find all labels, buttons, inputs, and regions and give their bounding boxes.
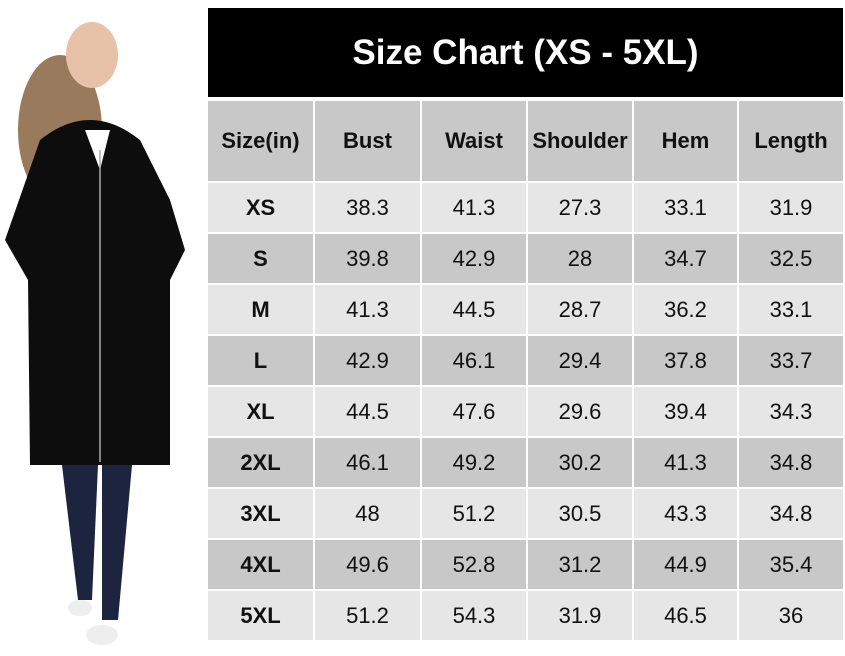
size-label: XL (208, 387, 313, 436)
table-cell: 33.7 (739, 336, 843, 385)
table-cell: 51.2 (315, 591, 420, 640)
table-cell: 44.9 (634, 540, 737, 589)
size-label: 4XL (208, 540, 313, 589)
size-label: XS (208, 183, 313, 232)
table-cell: 46.1 (315, 438, 420, 487)
table-cell: 34.8 (739, 489, 843, 538)
size-table: Size(in) Bust Waist Shoulder Hem Length XS 38.3… (208, 101, 843, 640)
table-cell: 35.4 (739, 540, 843, 589)
size-label: S (208, 234, 313, 283)
table-cell: 27.3 (528, 183, 632, 232)
table-cell: 36.2 (634, 285, 737, 334)
table-cell: 34.8 (739, 438, 843, 487)
table-cell: 47.6 (422, 387, 526, 436)
table-cell: 31.9 (739, 183, 843, 232)
size-chart-title: Size Chart (XS - 5XL) (208, 8, 843, 97)
table-cell: 41.3 (634, 438, 737, 487)
table-cell: 34.3 (739, 387, 843, 436)
table-cell: 30.5 (528, 489, 632, 538)
table-cell: 46.1 (422, 336, 526, 385)
table-cell: 43.3 (634, 489, 737, 538)
size-label: 5XL (208, 591, 313, 640)
column-header-length: Length (739, 101, 843, 181)
column-header-shoulder: Shoulder (528, 101, 632, 181)
table-cell: 49.6 (315, 540, 420, 589)
table-cell: 31.2 (528, 540, 632, 589)
model-hoodie (5, 120, 185, 465)
table-cell: 33.1 (739, 285, 843, 334)
table-cell: 41.3 (422, 183, 526, 232)
table-cell: 54.3 (422, 591, 526, 640)
column-header-hem: Hem (634, 101, 737, 181)
table-cell: 28 (528, 234, 632, 283)
column-header-size-in: Size(in) (208, 101, 313, 181)
table-cell: 38.3 (315, 183, 420, 232)
table-cell: 33.1 (634, 183, 737, 232)
table-cell: 41.3 (315, 285, 420, 334)
size-label: L (208, 336, 313, 385)
table-cell: 51.2 (422, 489, 526, 538)
size-label: 2XL (208, 438, 313, 487)
table-cell: 32.5 (739, 234, 843, 283)
table-cell: 39.4 (634, 387, 737, 436)
table-cell: 44.5 (422, 285, 526, 334)
table-cell: 31.9 (528, 591, 632, 640)
table-cell: 52.8 (422, 540, 526, 589)
table-cell: 39.8 (315, 234, 420, 283)
size-label: 3XL (208, 489, 313, 538)
table-cell: 28.7 (528, 285, 632, 334)
table-cell: 37.8 (634, 336, 737, 385)
table-cell: 42.9 (315, 336, 420, 385)
table-cell: 30.2 (528, 438, 632, 487)
size-label: M (208, 285, 313, 334)
table-cell: 49.2 (422, 438, 526, 487)
column-header-waist: Waist (422, 101, 526, 181)
table-cell: 46.5 (634, 591, 737, 640)
model-face (66, 22, 118, 88)
table-cell: 34.7 (634, 234, 737, 283)
table-cell: 36 (739, 591, 843, 640)
table-cell: 44.5 (315, 387, 420, 436)
table-cell: 48 (315, 489, 420, 538)
model-photo (5, 22, 185, 645)
table-cell: 29.4 (528, 336, 632, 385)
table-cell: 29.6 (528, 387, 632, 436)
column-header-bust: Bust (315, 101, 420, 181)
table-cell: 42.9 (422, 234, 526, 283)
